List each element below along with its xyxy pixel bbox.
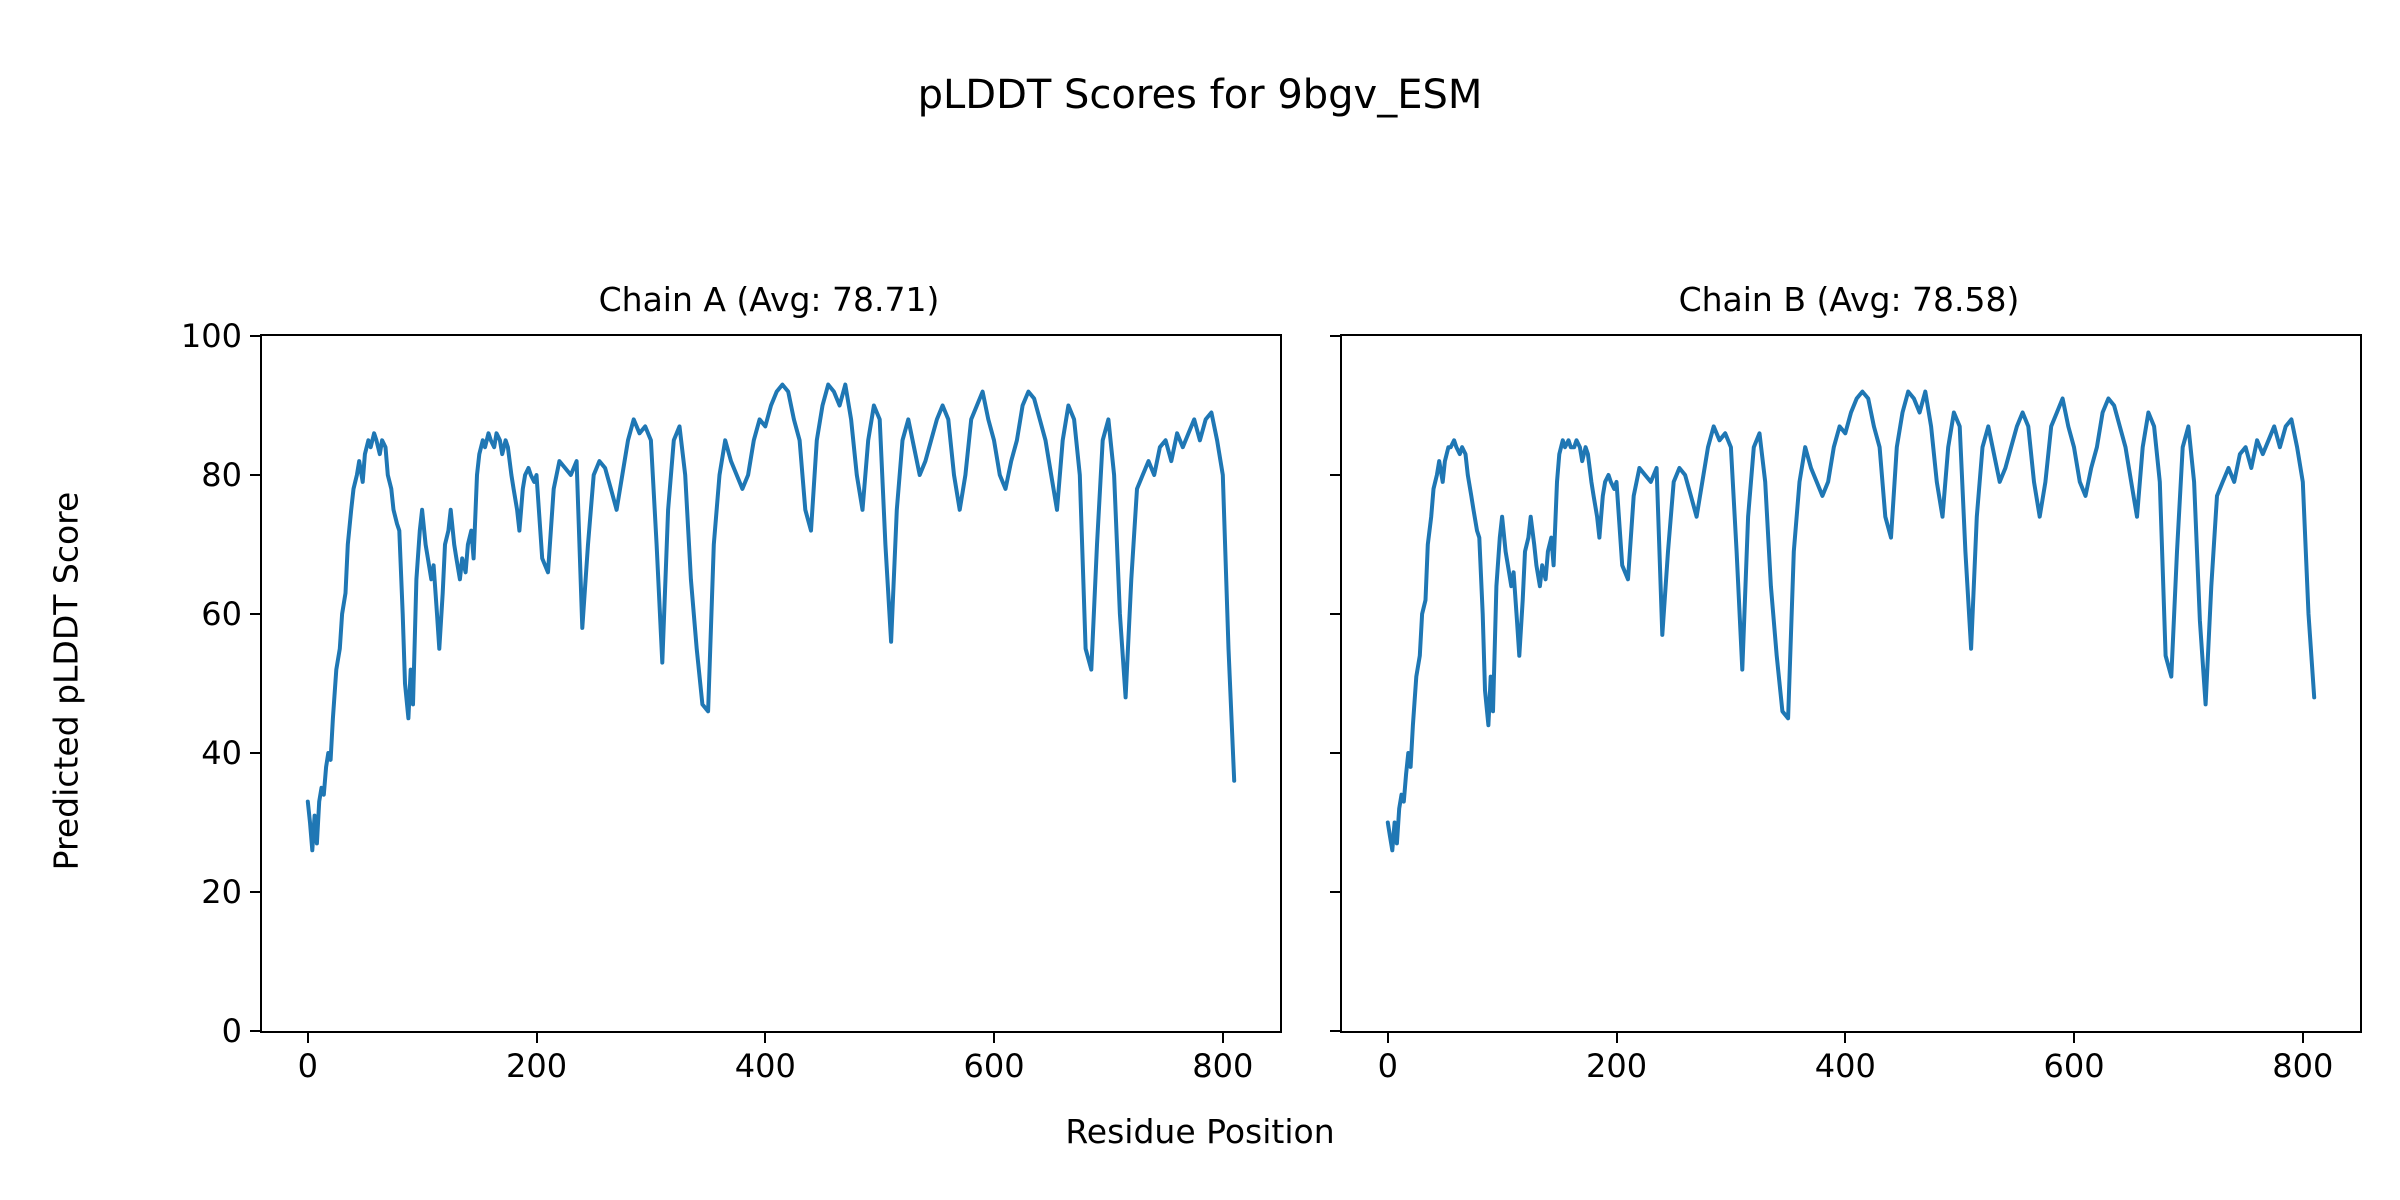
- x-tick-mark: [2301, 1033, 2304, 1043]
- y-axis-label: Predicted pLDDT Score: [46, 491, 86, 871]
- x-tick-mark: [535, 1033, 538, 1043]
- x-tick-mark: [764, 1033, 767, 1043]
- y-tick-mark: [250, 891, 260, 893]
- x-tick-mark: [1615, 1033, 1618, 1043]
- subplot-title-chain-a: Chain A (Avg: 78.71): [598, 280, 940, 319]
- x-tick-mark: [2073, 1033, 2076, 1043]
- plot-area-chain-b: 0 200 400 600 800: [1330, 334, 2362, 1085]
- x-tick-label: 600: [963, 1047, 1025, 1085]
- y-tick-mark: [250, 1030, 260, 1032]
- y-tick-label: 20: [201, 873, 242, 911]
- x-tick-label: 800: [1192, 1047, 1254, 1085]
- y-tick-mark: [1330, 1030, 1340, 1032]
- x-tick-label: 400: [734, 1047, 796, 1085]
- y-tick-label: 40: [201, 734, 242, 772]
- y-tick-mark: [1330, 613, 1340, 615]
- y-tick-mark: [1330, 891, 1340, 893]
- plddt-line: [305, 382, 1237, 853]
- x-tick-mark: [1386, 1033, 1389, 1043]
- plot-svg: [305, 382, 1237, 853]
- x-tick-mark: [1844, 1033, 1847, 1043]
- y-tick-mark: [250, 474, 260, 476]
- plddt-line: [1385, 389, 2317, 853]
- x-tick-label: 800: [2272, 1047, 2334, 1085]
- figure-title: pLDDT Scores for 9bgv_ESM: [917, 72, 1483, 118]
- x-tick-mark: [1221, 1033, 1224, 1043]
- y-tick-label: 100: [180, 317, 242, 355]
- x-axis-label: Residue Position: [1065, 1112, 1335, 1151]
- y-tick-mark: [1330, 474, 1340, 476]
- y-tick-mark: [250, 335, 260, 337]
- x-tick-label: 600: [2043, 1047, 2105, 1085]
- y-tick-label: 0: [221, 1012, 242, 1050]
- y-tick-label: 80: [201, 456, 242, 494]
- plot-svg: [1385, 389, 2317, 853]
- x-tick-label: 200: [505, 1047, 568, 1085]
- y-tick-label: 60: [201, 595, 242, 633]
- x-tick-mark: [306, 1033, 309, 1043]
- x-tick-label: 400: [1814, 1047, 1876, 1085]
- x-tick-mark: [993, 1033, 996, 1043]
- x-tick-label: 0: [1377, 1047, 1398, 1085]
- y-tick-mark: [1330, 752, 1340, 754]
- y-tick-mark: [250, 752, 260, 754]
- x-tick-label: 200: [1585, 1047, 1648, 1085]
- y-tick-mark: [250, 613, 260, 615]
- x-tick-label: 0: [297, 1047, 318, 1085]
- subplot-title-chain-b: Chain B (Avg: 78.58): [1678, 280, 2020, 319]
- plot-area-chain-a: 0 200 400 600 800 0 20 40 60 80 100: [181, 317, 1282, 1085]
- y-tick-mark: [1330, 335, 1340, 337]
